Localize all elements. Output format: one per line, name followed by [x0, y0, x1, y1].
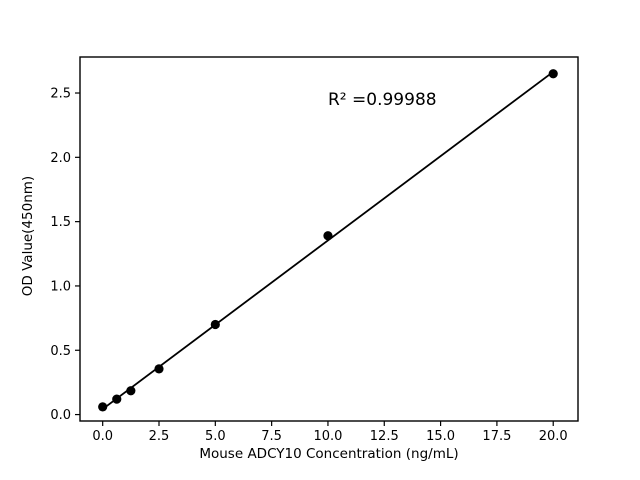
x-axis-label: Mouse ADCY10 Concentration (ng/mL) — [199, 446, 459, 462]
plot-border — [79, 56, 579, 422]
y-tick-label: 2.5 — [50, 87, 71, 102]
x-tick-label: 17.5 — [482, 429, 511, 444]
data-point — [126, 386, 136, 396]
data-point — [112, 394, 122, 404]
y-tick-label: 0.0 — [50, 408, 71, 423]
data-point — [154, 364, 164, 374]
x-tick-label: 2.5 — [149, 429, 170, 444]
data-point — [98, 402, 108, 412]
data-point — [323, 231, 333, 241]
x-tick-label: 20.0 — [539, 429, 568, 444]
y-tick-label: 2.0 — [50, 151, 71, 166]
fit-line — [102, 71, 554, 410]
y-axis-label: OD Value(450nm) — [20, 175, 36, 297]
x-tick-label: 5.0 — [205, 429, 226, 444]
x-tick-label: 0.0 — [92, 429, 113, 444]
x-tick-label: 7.5 — [261, 429, 282, 444]
x-tick-label: 12.5 — [370, 429, 399, 444]
r-squared-annotation: R² =0.99988 — [328, 90, 437, 110]
data-point — [548, 69, 558, 79]
y-tick-label: 1.0 — [50, 279, 71, 294]
y-tick-label: 1.5 — [50, 215, 71, 230]
y-tick-label: 0.5 — [50, 344, 71, 359]
data-point — [210, 319, 220, 330]
x-tick-label: 10.0 — [313, 429, 342, 444]
x-tick-label: 15.0 — [426, 429, 455, 444]
